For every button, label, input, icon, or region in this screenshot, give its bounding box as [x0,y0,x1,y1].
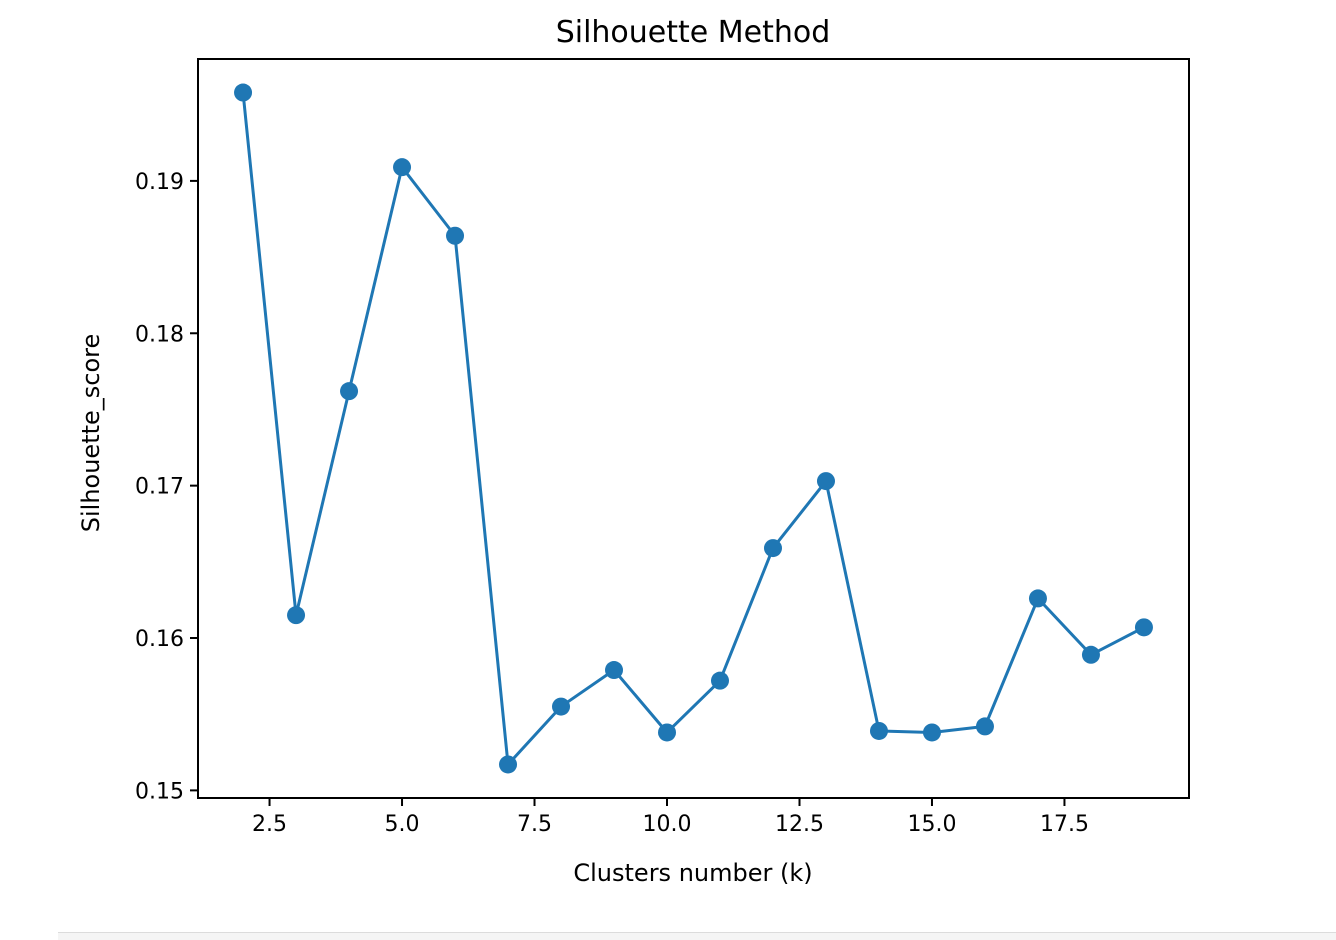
data-point [869,721,888,740]
data-point [658,723,677,742]
data-point [605,661,624,680]
data-point [1134,618,1153,637]
data-point [393,158,412,177]
y-tick-label: 0.19 [135,170,184,195]
data-point [446,226,465,245]
x-axis-label: Clusters number (k) [573,859,812,887]
x-tick-label: 12.5 [775,812,824,837]
axis-ticks: 2.5 5.0 7.5 10.0 12.5 15.0 17.5 0.15 0.16 0.17 0.1… [135,170,1089,837]
data-point [922,723,941,742]
y-tick-label: 0.16 [135,627,184,652]
y-tick-label: 0.18 [135,322,184,347]
data-point [975,717,994,736]
data-point [816,472,835,491]
x-tick-label: 7.5 [517,812,552,837]
y-axis-label: Silhouette_score [77,334,105,533]
x-tick-label: 5.0 [385,812,420,837]
data-point [763,539,782,558]
output-footer-bar [58,932,1336,940]
data-point [1028,589,1047,608]
data-series [234,83,1153,774]
x-tick-label: 10.0 [643,812,692,837]
y-tick-label: 0.15 [135,779,184,804]
data-point [499,755,518,774]
data-point [710,671,729,690]
y-tick-label: 0.17 [135,475,184,500]
x-tick-label: 15.0 [907,812,956,837]
data-point [552,697,571,716]
series-line [241,92,1145,766]
data-point [340,382,359,401]
data-point [234,83,253,102]
data-point [1081,645,1100,664]
x-tick-label: 2.5 [252,812,287,837]
data-point [287,606,306,625]
plot-frame [197,58,1190,799]
x-tick-label: 17.5 [1040,812,1089,837]
chart-title: Silhouette Method [556,15,831,50]
